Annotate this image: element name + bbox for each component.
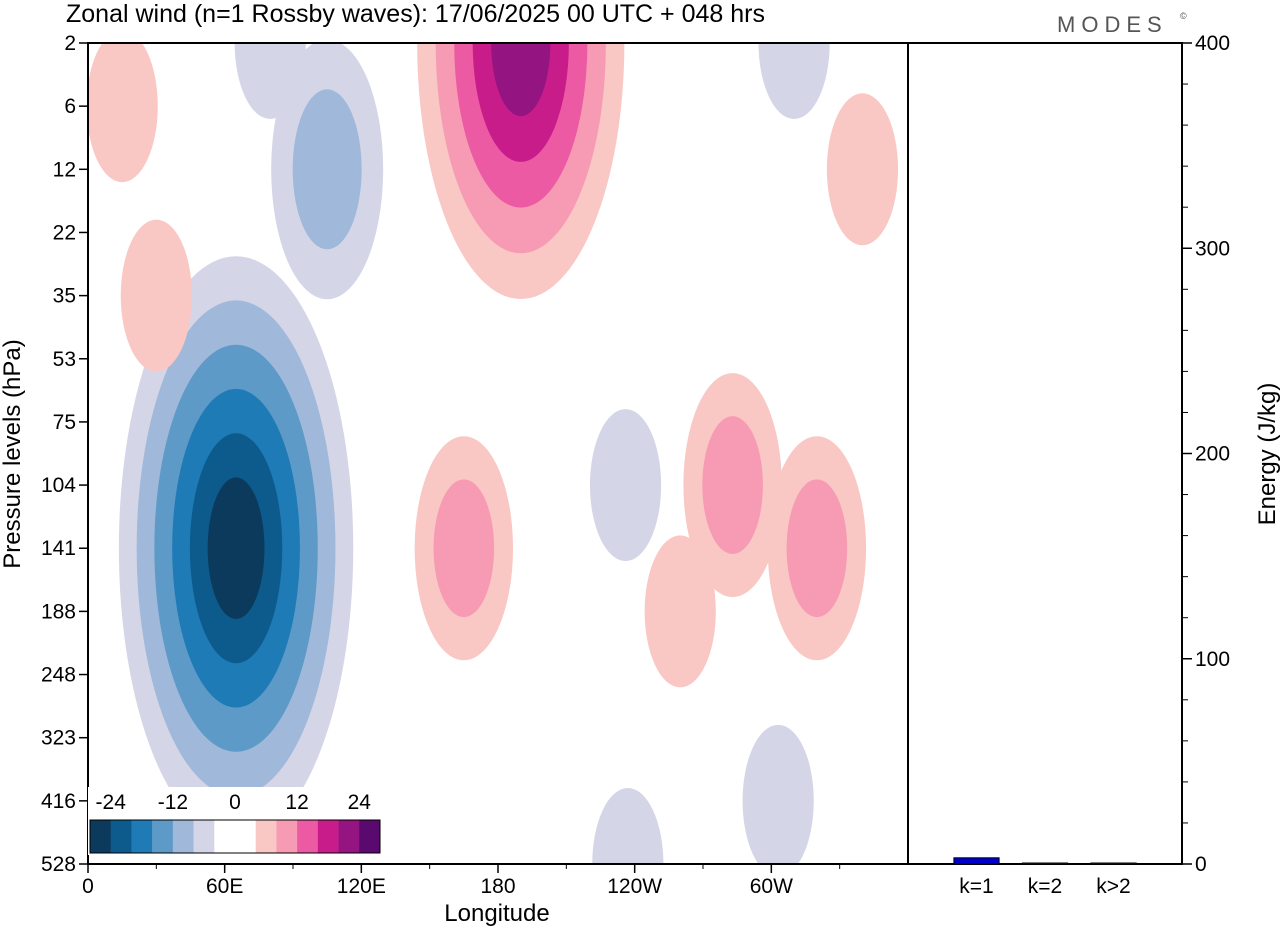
colorbar-label: 0 [229, 791, 241, 814]
y-tick-label: 35 [53, 285, 76, 308]
y-tick-label: 6 [64, 95, 76, 118]
y-tick-label: 22 [53, 221, 76, 244]
colorbar-swatch [317, 820, 339, 853]
contour-band-13-0 [120, 219, 192, 372]
energy-bar-label: k=2 [1028, 875, 1062, 898]
y-tick-label: 12 [53, 158, 76, 181]
modes-logo: MODES © [1057, 11, 1187, 37]
x-tick-label: 0 [82, 875, 94, 898]
y-tick-label: 141 [41, 537, 76, 560]
contour-band-3-0 [592, 788, 664, 864]
y-tick-label: 188 [41, 600, 76, 623]
colorbar-swatch [90, 820, 112, 853]
colorbar-swatch [172, 820, 194, 853]
energy-panel-frame [907, 42, 1183, 865]
colorbar-swatch [255, 820, 277, 853]
colorbar-swatch [131, 820, 153, 853]
energy-bars: k=1 k=2 k>2 [953, 857, 1137, 898]
energy-tick-label: 300 [1195, 237, 1230, 260]
y-tick-label: 104 [41, 474, 76, 497]
energy-tick-label: 200 [1195, 443, 1230, 466]
contour-band-1-1 [292, 89, 362, 250]
contour-band-8-1 [433, 479, 495, 618]
contour-band-5-0 [589, 409, 662, 562]
colorbar-swatch [110, 820, 132, 853]
x-tick-label: 60W [750, 875, 793, 898]
energy-bar-k>2 [1090, 862, 1137, 865]
contour-band-0-5 [207, 477, 265, 620]
logo-text: MODES [1057, 12, 1168, 37]
contour-band-14-0 [826, 93, 899, 246]
y-tick-label: 2 [64, 32, 76, 55]
colorbar-swatch [193, 820, 215, 853]
energy-bar-k=1 [953, 857, 1000, 865]
contour-field [88, 43, 899, 864]
colorbar-outline [89, 819, 381, 854]
contour-band-6-0 [758, 43, 830, 119]
x-tick-label: 60E [206, 875, 243, 898]
colorbar-swatch [359, 820, 381, 853]
colorbar-swatch [276, 820, 298, 853]
contour-band-12-0 [88, 43, 158, 183]
y-tick-label: 416 [41, 790, 76, 813]
energy-tick-label: 0 [1195, 853, 1207, 876]
colorbar-swatch [235, 820, 257, 853]
contour-band-9-1 [702, 416, 763, 554]
x-axis-title: Longitude [444, 900, 549, 927]
logo-mark: © [1180, 11, 1187, 21]
y-tick-label: 53 [53, 348, 76, 371]
x-tick-label: 120E [337, 875, 386, 898]
colorbar-label: 24 [348, 791, 372, 814]
colorbar-swatch [297, 820, 319, 853]
energy-axis-title: Energy (J/kg) [1254, 383, 1280, 526]
colorbar-swatch [214, 820, 236, 853]
colorbar-swatch [338, 820, 360, 853]
colorbar-label: -12 [158, 791, 188, 814]
contour-band-4-0 [742, 724, 814, 864]
y-axis-title: Pressure levels (hPa) [0, 339, 26, 568]
contour-band-11-0 [644, 535, 716, 688]
y-tick-label: 323 [41, 727, 76, 750]
contour-band-2-0 [234, 43, 306, 119]
energy-tick-label: 100 [1195, 648, 1230, 671]
energy-bar-label: k>2 [1096, 875, 1130, 898]
y-tick-label: 75 [53, 411, 76, 434]
y-tick-label: 528 [41, 853, 76, 876]
colorbar-label: 12 [285, 791, 308, 814]
contour-band-7-4 [491, 43, 551, 117]
x-tick-label: 120W [607, 875, 662, 898]
energy-tick-label: 400 [1195, 32, 1230, 55]
energy-bar-label: k=1 [959, 875, 993, 898]
colorbar-swatch [152, 820, 174, 853]
y-tick-label: 248 [41, 664, 76, 687]
contour-band-10-1 [786, 479, 848, 618]
energy-bar-k=2 [1021, 862, 1069, 865]
x-tick-label: 180 [480, 875, 515, 898]
colorbar-label: -24 [96, 791, 127, 814]
chart-title: Zonal wind (n=1 Rossby waves): 17/06/202… [66, 0, 765, 28]
colorbar: -24 -12 0 12 24 [88, 787, 382, 855]
